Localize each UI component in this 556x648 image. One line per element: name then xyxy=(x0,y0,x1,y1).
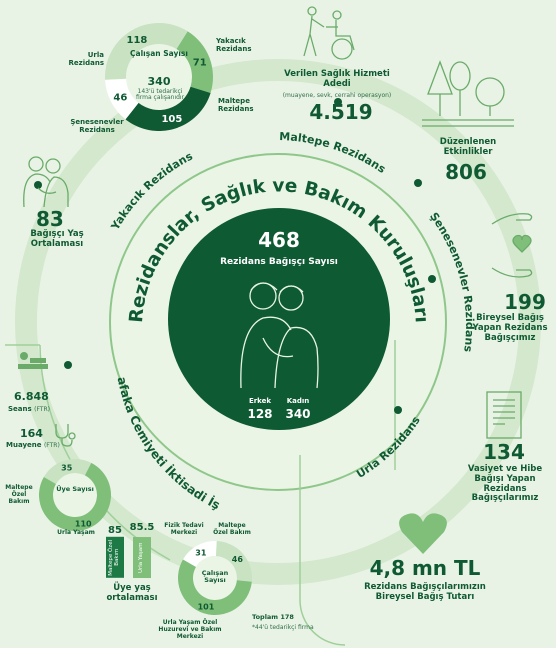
female-value: 340 xyxy=(285,407,311,421)
left-donut-title: Üye Sayısı xyxy=(56,485,94,493)
urla-text: Urla Rezidans xyxy=(354,414,423,481)
individual-donors-value: 199 xyxy=(504,290,546,314)
fizik-tedavi-value: 31 xyxy=(195,549,207,558)
document-icon xyxy=(486,391,522,439)
bottom-donut-note: *44'ü tedarikçi firma xyxy=(252,624,314,631)
urla-label: Urla Rezidans xyxy=(354,414,423,481)
maltepe-label: Maltepe Rezidans xyxy=(279,130,388,176)
urla-yasam-slice xyxy=(178,559,252,615)
maltepe-value: 105 xyxy=(161,114,182,125)
dot-marker xyxy=(414,179,422,187)
top-donut-title: Çalışan Sayısı xyxy=(130,49,188,58)
dot-marker xyxy=(34,181,42,189)
maltepe-slice xyxy=(125,86,211,131)
senesenevler-value: 46 xyxy=(113,92,127,103)
events-value: 806 xyxy=(445,160,487,184)
exams-label: Muayene (FTR) xyxy=(6,441,60,450)
fizik-tedavi-slice xyxy=(182,541,217,567)
top-label-yakacik: Yakacık Rezidans xyxy=(216,37,252,54)
dot-marker xyxy=(428,275,436,283)
left-label-urla: Urla Yaşam xyxy=(57,529,95,536)
health-service-note: (muayene, sevk, cerrahi operasyon) xyxy=(282,92,392,99)
donation-total-value: 4,8 mn TL xyxy=(369,556,481,580)
left-label-maltepe: Maltepe Özel Bakım xyxy=(5,484,33,505)
exams-value: 164 xyxy=(20,427,43,440)
member-donut-chart: 35 110 xyxy=(39,459,112,531)
sessions-label: Seans (FTR) xyxy=(8,405,50,414)
maltepe-ozel-bakim-slice xyxy=(43,459,92,484)
sessions-value: 6.848 xyxy=(14,390,49,403)
health-service-value: 4.519 xyxy=(309,100,373,124)
heart-hand-icon xyxy=(491,213,533,278)
wheelchair-icon xyxy=(303,6,355,60)
urla-slice xyxy=(105,23,188,80)
dot-marker xyxy=(64,361,72,369)
age-avg-label: Bağışçı Yaş Ortalaması xyxy=(30,229,84,249)
arc-title-text: Rezidanslar, Sağlık ve Bakım Kuruluşları xyxy=(126,175,432,323)
top-label-senesenevler: Şenesenevler Rezidans xyxy=(70,118,124,135)
donut-hole xyxy=(53,473,97,517)
stethoscope-icon xyxy=(55,424,76,447)
bottom-total-label: Toplam 178 xyxy=(252,613,294,621)
donut-hole xyxy=(193,556,237,600)
age-bars-title: Üye yaş ortalaması xyxy=(106,583,158,603)
male-value: 128 xyxy=(247,407,273,421)
maltepe-ozel-bakim-value: 46 xyxy=(232,555,244,564)
yakacik-slice xyxy=(176,31,213,93)
dot-marker xyxy=(394,406,402,414)
bottom-employee-donut-chart: 31 46 101 xyxy=(178,541,252,615)
age-avg-value: 83 xyxy=(36,207,64,231)
bar-value-urla: 85.5 xyxy=(129,522,155,533)
urla-value: 118 xyxy=(127,35,148,46)
heart-icon xyxy=(399,513,447,554)
events-label: Düzenlenen Etkinlikler xyxy=(439,137,497,157)
top-donut-note: 143'ü tedarikçi firma çalışanıdır xyxy=(135,88,185,102)
center-count-label: Rezidans Bağışçı Sayısı xyxy=(220,257,338,267)
health-service-label: Verilen Sağlık Hizmeti Adedi xyxy=(284,69,390,89)
will-donors-label: Vasiyet ve Hibe Bağışı Yapan Rezidans Ba… xyxy=(467,464,543,504)
donation-total-label: Rezidans Bağışçılarımızın Bireysel Bağış… xyxy=(364,582,486,602)
dot-marker xyxy=(334,98,342,106)
senesenevler-slice xyxy=(105,78,139,120)
female-label: Kadın xyxy=(286,397,310,405)
age-bar-maltepe: Maltepe Özel Bakım xyxy=(106,537,124,578)
yakacik-value: 71 xyxy=(193,57,207,68)
individual-donors-label: Bireysel Bağış Yapan Rezidans Bağışçımız xyxy=(472,313,548,343)
age-bar-urla: Urla Yaşam xyxy=(133,536,151,578)
donut-hole xyxy=(126,44,192,110)
bottom-label-maltepe: Maltepe Özel Bakım xyxy=(213,522,251,536)
urla-yasam-value: 101 xyxy=(198,603,215,612)
exams-label-text: Muayene xyxy=(6,441,42,449)
exams-unit: (FTR) xyxy=(43,442,60,449)
maltepe-ozel-bakim-value: 35 xyxy=(61,464,73,473)
bar-value-maltepe: 85 xyxy=(108,525,122,536)
top-label-urla: Urla Rezidans xyxy=(68,51,105,68)
maltepe-ozel-bakim-slice xyxy=(216,541,252,582)
urla-yasam-value: 110 xyxy=(75,519,92,528)
maltepe-text: Maltepe Rezidans xyxy=(279,130,388,176)
center-count: 468 xyxy=(258,228,300,252)
bottom-label-urla: Urla Yaşam Özel Huzurevi ve Bakım Merkez… xyxy=(158,619,222,640)
will-donors-value: 134 xyxy=(483,440,525,464)
physiotherapy-icon xyxy=(18,352,48,369)
top-donut-total: 340 xyxy=(147,75,171,88)
bottom-label-fizik: Fizik Tedavi Merkezi xyxy=(164,522,204,536)
elderly-couple-icon xyxy=(240,282,319,389)
top-label-maltepe: Maltepe Rezidans xyxy=(218,97,254,114)
arc-title: Rezidanslar, Sağlık ve Bakım Kuruluşları xyxy=(126,175,432,323)
sessions-label-text: Seans xyxy=(8,405,32,413)
male-label: Erkek xyxy=(248,397,272,405)
trees-icon xyxy=(422,60,514,127)
urla-yasam-slice xyxy=(39,462,112,531)
bottom-donut-title: Çalışan Sayısı xyxy=(201,569,229,585)
elderly-care-icon xyxy=(23,156,69,208)
sessions-unit: (FTR) xyxy=(34,406,50,413)
employee-donut-chart: 71 105 46 118 xyxy=(105,23,213,131)
